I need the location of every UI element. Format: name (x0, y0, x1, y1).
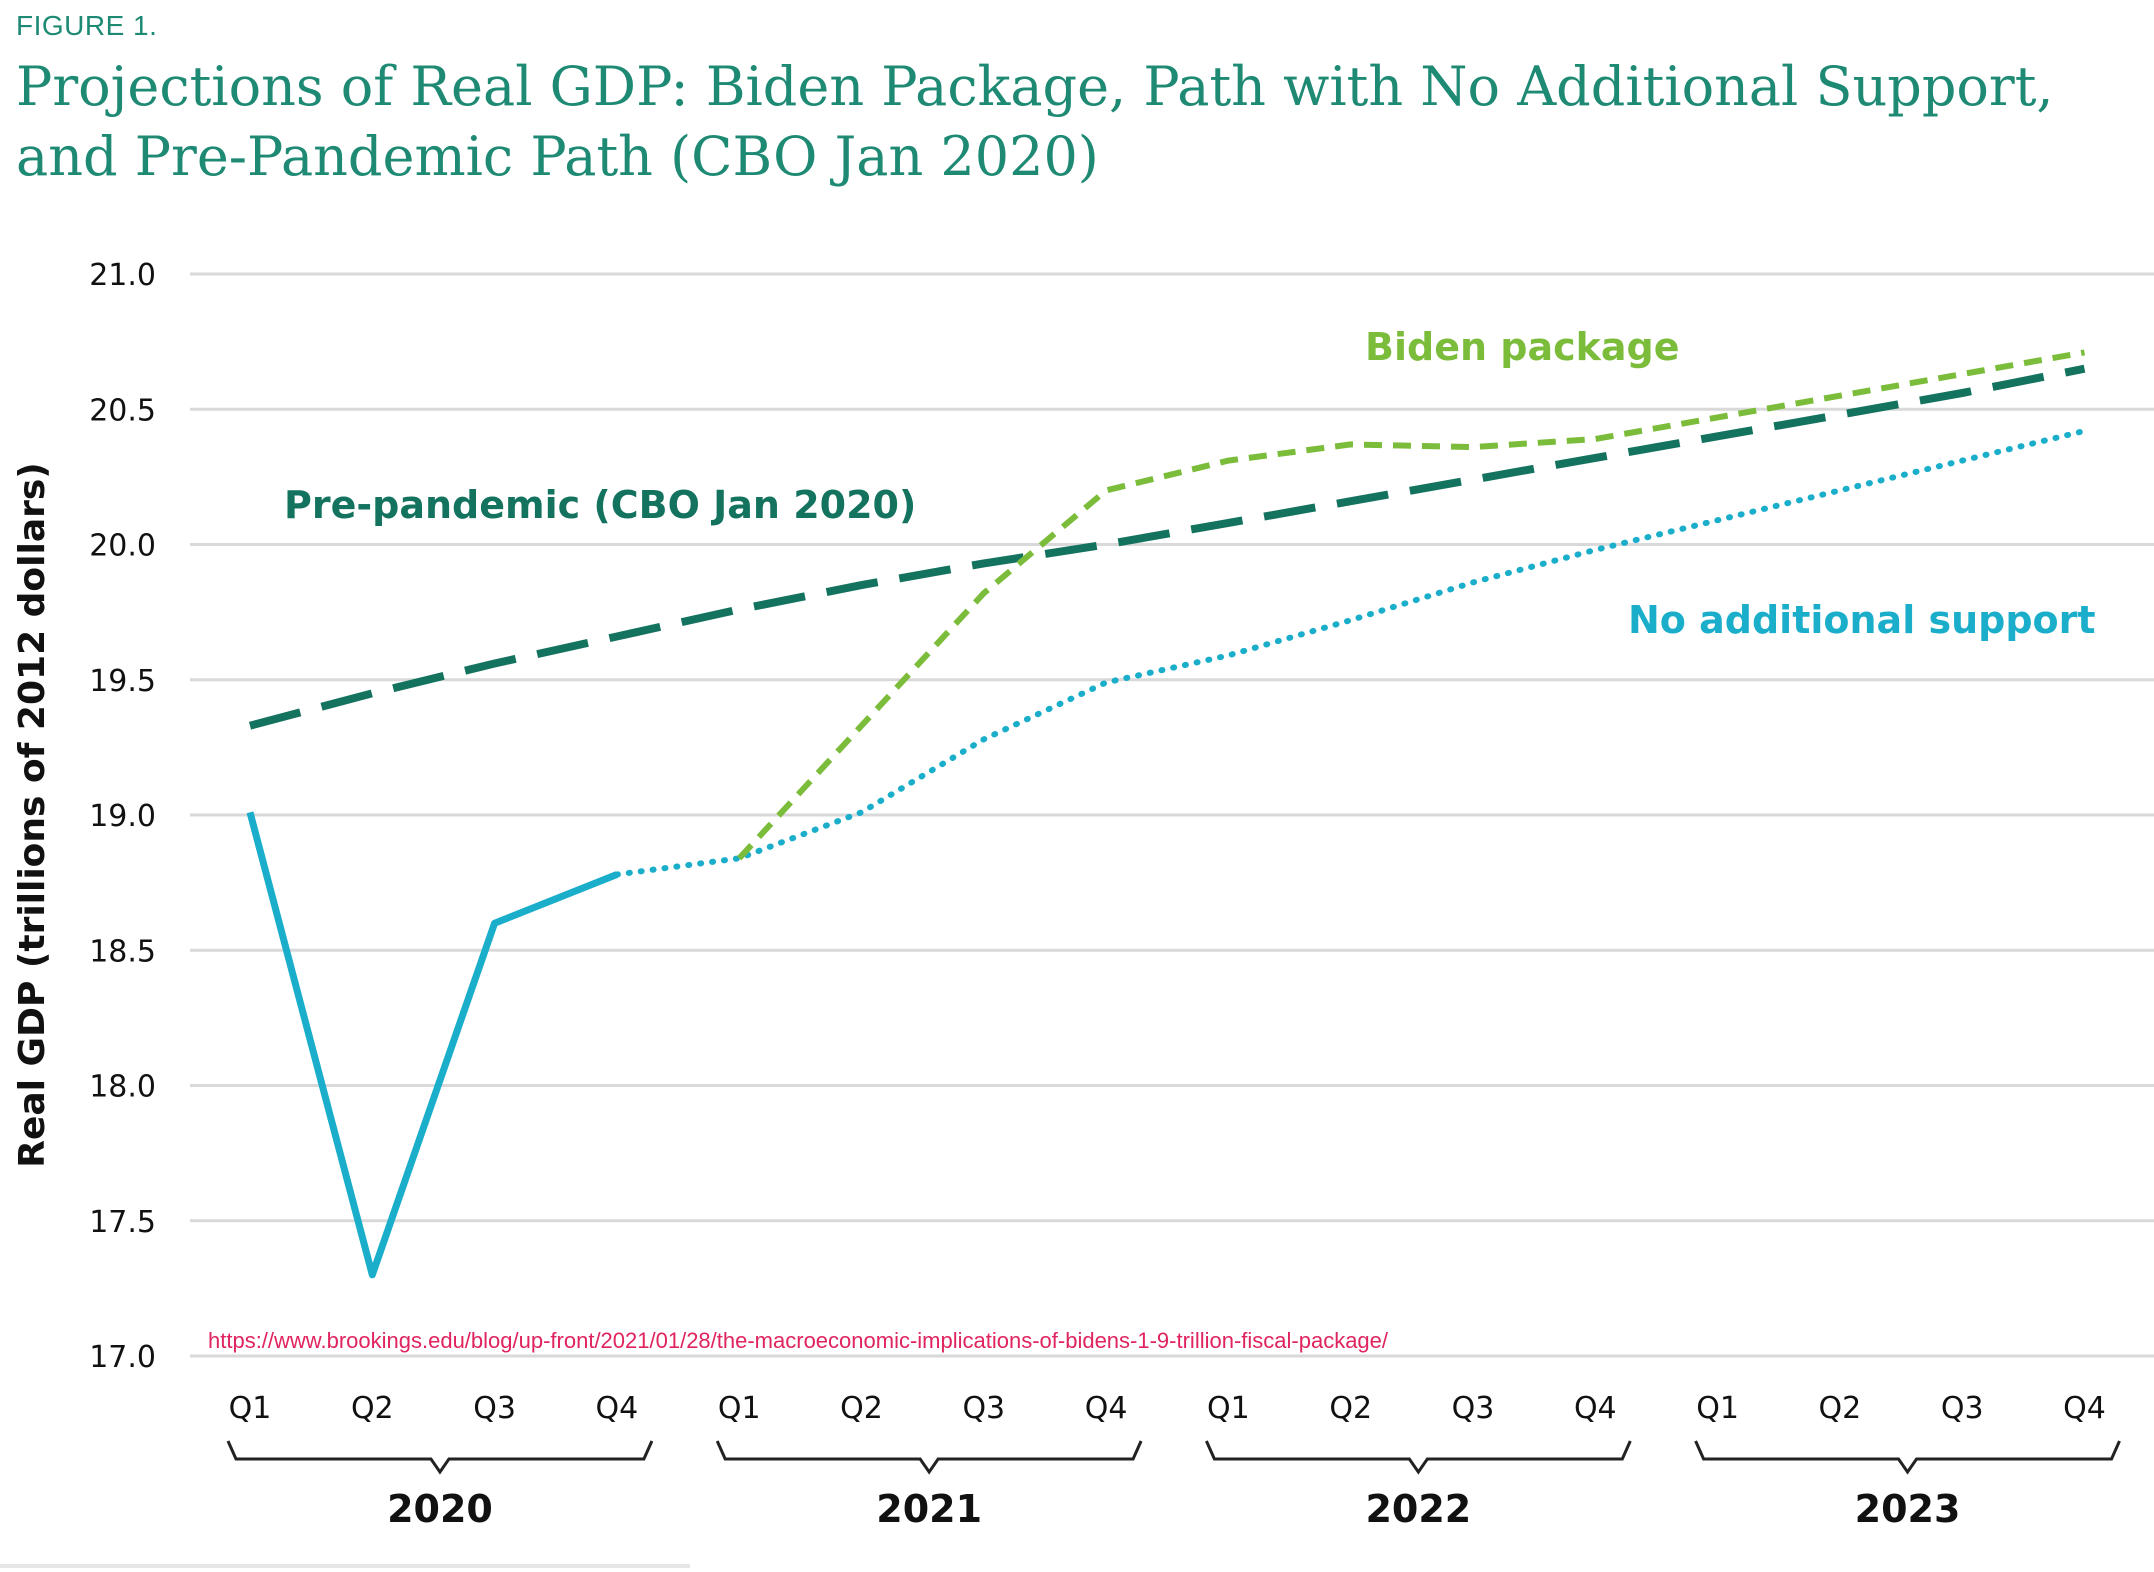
series-line-biden-package (736, 349, 2086, 861)
x-tick-label: Q3 (1452, 1391, 1495, 1426)
year-label: 2023 (1855, 1487, 1961, 1531)
series-label: Pre-pandemic (CBO Jan 2020) (284, 483, 916, 527)
y-tick-label: 19.0 (89, 799, 156, 834)
x-tick-label: Q1 (229, 1391, 272, 1426)
series-line-pre-pandemic-cbo-jan-2020 (248, 364, 2086, 730)
y-tick-label: 20.5 (89, 393, 156, 428)
y-tick-label: 21.0 (89, 258, 156, 293)
bottom-divider (0, 1564, 690, 1568)
x-tick-label: Q2 (840, 1391, 883, 1426)
year-brace (1694, 1440, 2121, 1475)
x-tick-label: Q4 (1085, 1391, 1128, 1426)
year-brace (226, 1440, 654, 1475)
series-line-actual (246, 811, 619, 1279)
y-tick-label: 18.0 (89, 1070, 156, 1105)
year-label: 2020 (387, 1487, 493, 1531)
chart-title-line-1: Projections of Real GDP: Biden Package, … (16, 55, 2054, 118)
x-tick-label: Q3 (1941, 1391, 1984, 1426)
x-tick-label: Q1 (1696, 1391, 1739, 1426)
y-tick-label: 18.5 (89, 934, 156, 969)
x-tick-label: Q4 (1574, 1391, 1617, 1426)
year-label: 2021 (876, 1487, 982, 1531)
y-tick-label: 17.0 (89, 1340, 156, 1375)
series-line-no-additional-support (613, 427, 2088, 878)
x-tick-label: Q1 (718, 1391, 761, 1426)
source-url: https://www.brookings.edu/blog/up-front/… (208, 1328, 1389, 1353)
year-brace (1205, 1440, 1632, 1475)
series-label: No additional support (1628, 598, 2096, 642)
chart-title: Projections of Real GDP: Biden Package, … (16, 52, 2116, 192)
figure-label: FIGURE 1. (16, 10, 158, 41)
year-brace (715, 1440, 1143, 1475)
x-tick-label: Q3 (962, 1391, 1005, 1426)
chart-title-line-2: and Pre-Pandemic Path (CBO Jan 2020) (16, 125, 1099, 188)
x-tick-label: Q4 (596, 1391, 639, 1426)
series-label: Biden package (1365, 325, 1680, 369)
y-tick-label: 20.0 (89, 529, 156, 564)
y-axis-label: Real GDP (trillions of 2012 dollars) (12, 462, 53, 1168)
year-label: 2022 (1365, 1487, 1471, 1531)
x-tick-label: Q2 (351, 1391, 394, 1426)
x-tick-label: Q2 (1819, 1391, 1862, 1426)
x-tick-label: Q2 (1329, 1391, 1372, 1426)
x-tick-label: Q3 (473, 1391, 516, 1426)
x-tick-label: Q4 (2063, 1391, 2106, 1426)
y-tick-label: 17.5 (89, 1205, 156, 1240)
y-tick-label: 19.5 (89, 664, 156, 699)
x-tick-label: Q1 (1207, 1391, 1250, 1426)
